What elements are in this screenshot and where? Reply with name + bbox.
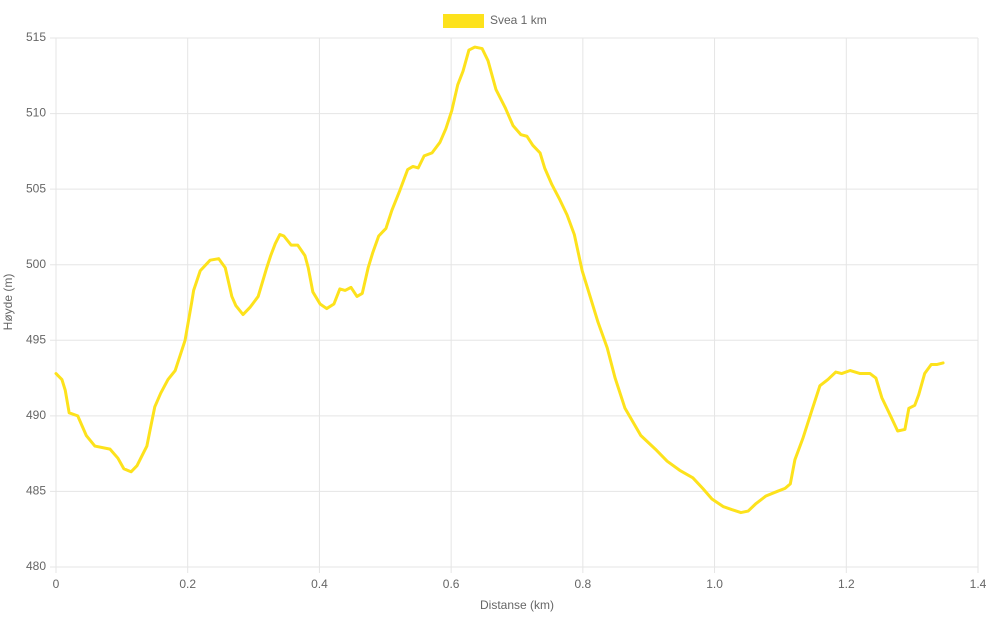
x-tick-label: 0.8 bbox=[575, 577, 592, 591]
y-tick-label: 490 bbox=[26, 408, 46, 422]
y-tick-label: 505 bbox=[26, 181, 46, 195]
x-tick-label: 1.2 bbox=[838, 577, 855, 591]
y-tick-label: 485 bbox=[26, 484, 46, 498]
y-tick-label: 480 bbox=[26, 559, 46, 573]
x-tick-label: 1.0 bbox=[706, 577, 723, 591]
x-tick-label: 0.4 bbox=[311, 577, 328, 591]
y-axis-title: Høyde (m) bbox=[1, 274, 15, 331]
legend-label: Svea 1 km bbox=[490, 13, 547, 27]
x-tick-label: 0 bbox=[53, 577, 60, 591]
y-tick-label: 500 bbox=[26, 257, 46, 271]
y-tick-label: 515 bbox=[26, 30, 46, 44]
y-tick-label: 495 bbox=[26, 332, 46, 346]
x-tick-label: 0.6 bbox=[443, 577, 460, 591]
x-tick-label: 0.2 bbox=[179, 577, 196, 591]
legend-swatch bbox=[443, 14, 484, 28]
line bbox=[54, 45, 945, 515]
x-tick-label: 1.4 bbox=[970, 577, 987, 591]
x-axis-title: Distanse (km) bbox=[480, 598, 554, 612]
y-tick-label: 510 bbox=[26, 106, 46, 120]
